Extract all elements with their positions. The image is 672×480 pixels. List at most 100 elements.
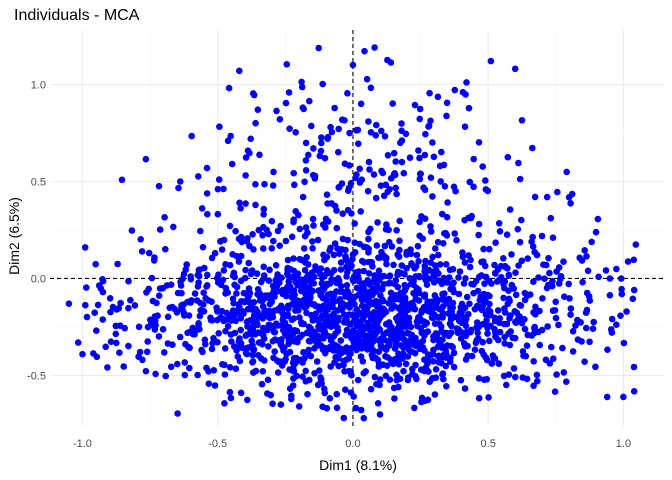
data-point: [228, 338, 235, 345]
x-axis-title: Dim1 (8.1%): [319, 457, 397, 473]
data-point: [246, 299, 253, 306]
data-point: [463, 315, 470, 323]
data-point: [377, 273, 385, 281]
data-point: [416, 105, 424, 113]
data-point: [376, 376, 384, 383]
data-point: [497, 262, 505, 270]
data-point: [545, 254, 552, 262]
data-point: [415, 314, 422, 321]
data-point: [435, 270, 442, 277]
data-point: [462, 91, 469, 98]
data-point: [247, 270, 255, 278]
data-point: [439, 336, 446, 343]
data-point: [461, 123, 469, 130]
data-point: [347, 321, 354, 328]
data-point: [362, 332, 369, 340]
data-point: [428, 314, 436, 321]
data-point: [426, 378, 434, 386]
data-point: [274, 322, 282, 329]
data-point: [583, 324, 590, 332]
data-point: [318, 280, 326, 287]
data-point: [309, 245, 316, 252]
data-point: [304, 261, 312, 268]
data-point: [434, 93, 442, 101]
data-point: [392, 158, 400, 165]
data-point: [459, 253, 467, 261]
data-point: [422, 257, 429, 265]
data-point: [433, 301, 440, 308]
data-point: [416, 175, 424, 183]
data-point: [305, 351, 313, 359]
data-point: [305, 346, 313, 354]
data-point: [617, 275, 625, 282]
data-point: [466, 300, 473, 308]
data-point: [500, 372, 508, 380]
data-point: [370, 322, 378, 330]
data-point: [560, 369, 568, 376]
data-point: [355, 268, 363, 275]
data-point: [125, 342, 132, 350]
data-point: [457, 335, 465, 342]
data-point: [608, 329, 616, 336]
x-tick-label: 0.0: [345, 438, 360, 450]
data-point: [213, 274, 221, 282]
data-point: [510, 285, 517, 292]
data-point: [225, 84, 233, 92]
data-point: [442, 350, 450, 358]
data-point: [392, 184, 400, 192]
data-point: [466, 263, 474, 271]
data-point: [404, 376, 412, 384]
data-point: [551, 307, 559, 314]
data-point: [250, 347, 257, 354]
data-point: [518, 117, 526, 124]
data-point: [371, 44, 378, 51]
data-point: [275, 307, 283, 314]
data-point: [447, 285, 454, 293]
data-point: [368, 258, 376, 266]
data-point: [503, 381, 510, 389]
data-point: [473, 302, 481, 310]
data-point: [514, 225, 522, 233]
data-point: [298, 320, 306, 328]
data-point: [142, 155, 150, 163]
data-point: [259, 232, 266, 239]
data-point: [445, 274, 453, 281]
data-point: [507, 312, 514, 319]
data-point: [321, 256, 328, 264]
data-point: [323, 267, 331, 274]
data-point: [381, 344, 388, 352]
data-point: [306, 376, 313, 384]
data-point: [426, 89, 433, 97]
x-tick-label: -1.0: [73, 438, 92, 450]
data-point: [439, 296, 446, 303]
data-point: [401, 270, 408, 278]
data-point: [530, 358, 537, 365]
data-point: [434, 238, 442, 246]
data-point: [367, 84, 375, 92]
data-point: [221, 345, 229, 352]
data-point: [277, 401, 285, 408]
data-point: [413, 375, 420, 383]
data-point: [435, 359, 443, 366]
data-point: [164, 313, 172, 321]
data-point: [359, 281, 366, 289]
data-point: [371, 272, 379, 279]
data-point: [486, 277, 493, 285]
data-point: [183, 261, 190, 268]
data-point: [519, 374, 527, 381]
data-point: [390, 384, 398, 392]
data-point: [255, 339, 263, 346]
data-point: [226, 222, 234, 230]
data-point: [303, 309, 310, 317]
data-point: [506, 341, 514, 349]
data-point: [305, 299, 313, 306]
data-point: [491, 269, 499, 277]
data-point: [478, 258, 485, 266]
data-point: [334, 355, 342, 362]
data-point: [203, 164, 211, 172]
data-point: [396, 217, 404, 225]
data-point: [443, 213, 451, 221]
data-point: [521, 316, 528, 323]
data-point: [541, 275, 548, 283]
data-point: [142, 367, 150, 375]
